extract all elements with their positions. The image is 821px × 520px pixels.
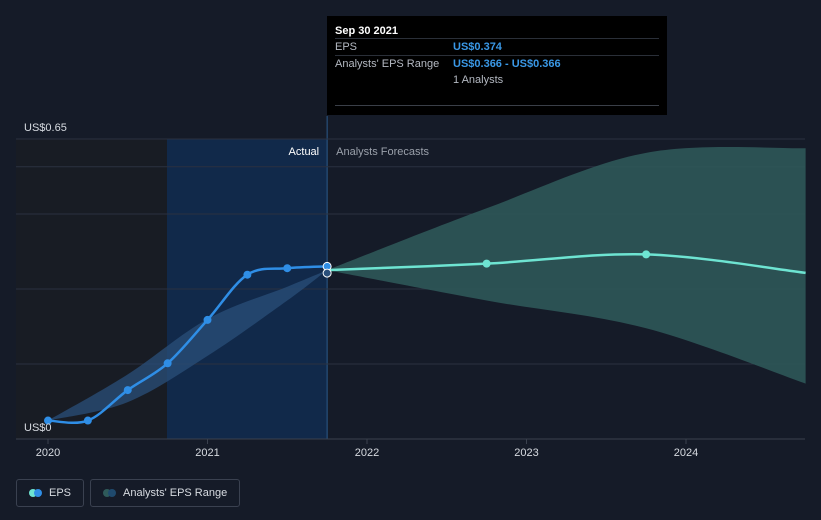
tooltip-range-value: US$0.366 - US$0.366 (453, 58, 561, 70)
tooltip-eps-value: US$0.374 (453, 41, 502, 53)
tooltip-analysts-count: 1 Analysts (453, 74, 504, 86)
eps-actual-point (123, 386, 132, 395)
range-swatch-icon (103, 489, 117, 497)
data-tooltip: Sep 30 2021 EPS US$0.374 Analysts' EPS R… (327, 16, 667, 115)
x-tick-label: 2021 (195, 447, 219, 459)
legend-range-label: Analysts' EPS Range (123, 487, 228, 499)
x-tick-label: 2022 (355, 447, 379, 459)
tooltip-divider (335, 105, 659, 106)
x-tick-label: 2020 (36, 447, 60, 459)
eps-actual-point (283, 264, 292, 273)
range-highlight-point (322, 268, 332, 278)
legend-eps-label: EPS (49, 487, 72, 499)
eps-actual-point (243, 270, 252, 279)
tooltip-eps-row: EPS US$0.374 (335, 38, 659, 55)
eps-actual-point (83, 416, 92, 425)
eps-actual-point (203, 315, 212, 324)
tooltip-range-label: Analysts' EPS Range (335, 58, 440, 70)
x-tick-label: 2024 (674, 447, 698, 459)
tooltip-range-row: Analysts' EPS Range US$0.366 - US$0.366 (335, 55, 659, 72)
tooltip-eps-label: EPS (335, 41, 358, 53)
x-tick-label: 2023 (514, 447, 538, 459)
legend-eps-toggle[interactable]: EPS (16, 479, 85, 507)
historical-range-band (48, 270, 328, 421)
eps-forecast-point (642, 250, 651, 259)
eps-forecast-point (482, 259, 491, 268)
forecast-range-band (327, 147, 806, 384)
tooltip-date: Sep 30 2021 (335, 25, 398, 37)
eps-swatch-icon (29, 489, 42, 497)
y-tick-label: US$0 (24, 422, 52, 434)
forecast-region-label: Analysts Forecasts (336, 146, 429, 158)
y-tick-label: US$0.65 (24, 122, 67, 134)
tooltip-analysts-row: 1 Analysts (335, 72, 659, 88)
eps-actual-point (163, 359, 172, 368)
legend-range-toggle[interactable]: Analysts' EPS Range (90, 479, 241, 507)
actual-region-label: Actual (289, 146, 320, 158)
eps-forecast-line (327, 252, 806, 275)
chart-legend: EPS Analysts' EPS Range (16, 479, 241, 507)
eps-actual-point (44, 416, 52, 425)
